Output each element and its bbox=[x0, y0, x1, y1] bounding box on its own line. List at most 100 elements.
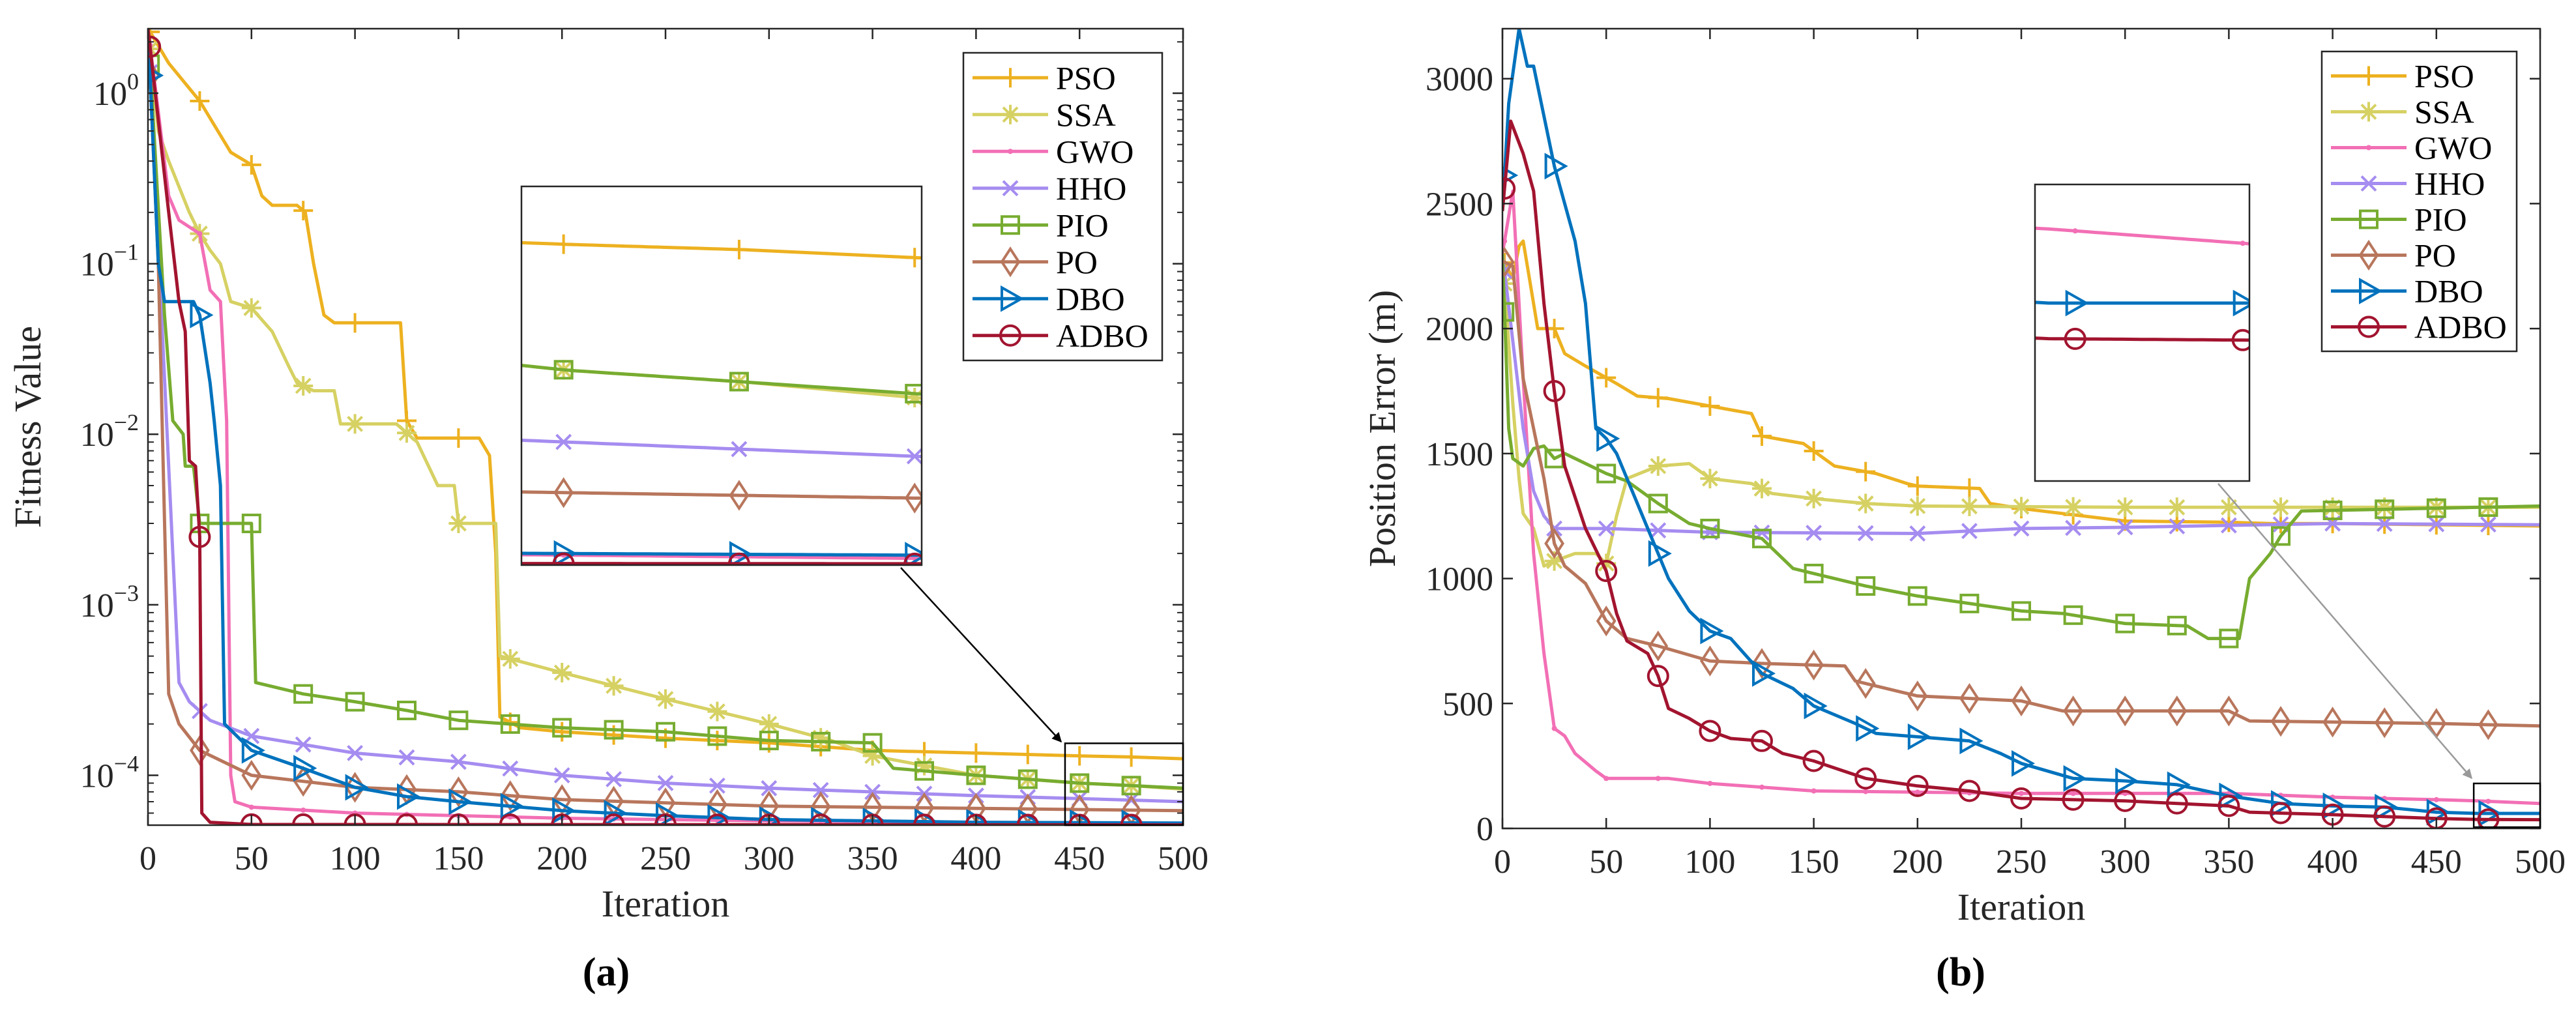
x-tick-label: 300 bbox=[744, 840, 795, 877]
y-tick-exponent: −3 bbox=[114, 580, 139, 606]
series-po-marker bbox=[1648, 630, 1669, 662]
series-pio-marker-shape bbox=[2322, 501, 2343, 521]
series-pio-marker-shape bbox=[2426, 498, 2446, 518]
series-pso-marker-shape bbox=[1648, 388, 1668, 408]
series-gwo-marker bbox=[1863, 789, 1869, 795]
series-ssa-marker-shape bbox=[241, 298, 261, 318]
legend-gwo-entry: GWO bbox=[2331, 130, 2492, 166]
series-ssa-marker bbox=[293, 375, 314, 396]
series-po-marker bbox=[1596, 606, 1617, 637]
chart-a-fitness: 0 50 100 150 200 250 300 350 400 450 50010−410−310… bbox=[7, 27, 1208, 995]
series-gwo-marker-shape bbox=[1759, 784, 1764, 790]
zoom-region-rect bbox=[2472, 782, 2541, 828]
inset-series-dbo-line bbox=[521, 551, 922, 557]
y-tick-label: 500 bbox=[1442, 686, 1493, 723]
series-po-marker bbox=[1804, 649, 1824, 680]
series-pso-marker-shape bbox=[966, 743, 986, 763]
series-gwo-marker bbox=[2070, 791, 2076, 796]
legend-pso-entry: PSO bbox=[2331, 58, 2474, 95]
y-tick-base: 10 bbox=[80, 757, 114, 795]
legend-ssa-marker-shape bbox=[2359, 102, 2378, 122]
series-dbo-marker bbox=[2167, 771, 2191, 798]
inset-series-gwo-marker bbox=[2240, 241, 2246, 246]
series-hho-marker-shape bbox=[1857, 525, 1874, 542]
inset-series-po-line bbox=[521, 490, 922, 500]
series-ssa-marker bbox=[345, 414, 365, 434]
series-hho-marker bbox=[1857, 525, 1874, 542]
series-gwo-marker-shape bbox=[248, 804, 254, 810]
series-pio-marker-shape bbox=[241, 514, 261, 534]
series-hho-marker bbox=[2065, 519, 2082, 536]
series-pso-marker-shape bbox=[1070, 746, 1090, 766]
series-pio-marker bbox=[2219, 628, 2239, 649]
y-tick-label: 1500 bbox=[1426, 436, 1493, 473]
series-pio-marker bbox=[2167, 615, 2187, 635]
series-hho-marker-shape bbox=[606, 771, 622, 787]
inset-series-adbo-marker-shape bbox=[552, 552, 575, 565]
x-tick-label: 400 bbox=[950, 840, 1001, 877]
inset-series-dbo-marker-shape bbox=[905, 542, 922, 565]
series-hho-marker bbox=[761, 780, 778, 796]
series-adbo-marker bbox=[1543, 379, 1566, 402]
legend-dbo-entry: DBO bbox=[973, 280, 1125, 317]
series-dbo-marker-shape bbox=[552, 797, 576, 825]
inset-series-pso-marker bbox=[553, 234, 574, 254]
series-po-line bbox=[148, 29, 1183, 813]
series-dbo-marker bbox=[293, 755, 317, 782]
series-adbo-marker bbox=[1502, 177, 1516, 200]
series-po-marker bbox=[551, 784, 572, 815]
y-tick-base: 10 bbox=[93, 76, 127, 113]
zoom-region-rect bbox=[1064, 742, 1184, 826]
legend-adbo-marker-shape bbox=[2358, 315, 2380, 338]
series-ssa-marker-shape bbox=[2219, 497, 2239, 518]
legend-gwo-marker bbox=[2366, 145, 2371, 151]
series-pio-marker bbox=[2271, 526, 2291, 546]
series-po-marker-shape bbox=[1959, 682, 1980, 714]
inset-series-pio-marker-shape bbox=[729, 372, 749, 392]
series-ssa-marker bbox=[241, 298, 261, 318]
series-adbo-marker-shape bbox=[1958, 780, 1981, 802]
series-adbo-marker-shape bbox=[1595, 560, 1618, 583]
series-pso-marker-shape bbox=[345, 313, 365, 333]
series-pso-marker bbox=[293, 201, 314, 221]
series-adbo-marker bbox=[2270, 802, 2292, 825]
series-dbo-marker-shape bbox=[1596, 425, 1620, 452]
series-po-marker bbox=[1544, 528, 1564, 559]
legend-po-marker-shape bbox=[1000, 246, 1021, 278]
series-po-marker bbox=[448, 776, 469, 808]
series-pso-marker-shape bbox=[1700, 396, 1720, 416]
series-adbo-marker bbox=[2010, 787, 2032, 810]
series-ssa-marker-shape bbox=[552, 662, 572, 682]
series-ssa-marker bbox=[1596, 553, 1617, 574]
series-pso-marker bbox=[1596, 368, 1617, 388]
series-pio-marker-shape bbox=[1017, 769, 1038, 789]
series-pio-marker-shape bbox=[1856, 576, 1876, 596]
y-tick-label: 100 bbox=[93, 68, 139, 113]
series-adbo-marker-shape bbox=[2477, 808, 2500, 828]
series-ssa-marker bbox=[397, 423, 417, 443]
x-tick-label: 100 bbox=[330, 840, 381, 877]
series-dbo-marker bbox=[604, 800, 628, 825]
series-gwo-marker-shape bbox=[1551, 725, 1557, 731]
inset-series-po-marker bbox=[904, 482, 922, 514]
series-pso-marker bbox=[1752, 426, 1772, 446]
legend-adbo-marker-shape bbox=[999, 324, 1021, 347]
series-hho-marker-shape bbox=[2220, 517, 2237, 534]
series-hho-marker bbox=[1598, 520, 1615, 537]
series-group bbox=[1502, 29, 2540, 828]
series-pio-marker bbox=[293, 684, 314, 704]
series-ssa-marker bbox=[1907, 496, 1927, 516]
series-adbo-marker-shape bbox=[148, 35, 162, 58]
series-dbo-marker-shape bbox=[2115, 767, 2139, 795]
series-ssa-marker-shape bbox=[345, 414, 365, 434]
series-ssa-marker-shape bbox=[293, 375, 314, 396]
series-hho-marker bbox=[2116, 519, 2133, 536]
series-po-marker-shape bbox=[1855, 667, 1876, 699]
y-tick-base: 10 bbox=[80, 416, 114, 454]
legend-gwo-marker-shape bbox=[2366, 145, 2371, 151]
series-dbo-marker bbox=[656, 802, 680, 825]
inset-series-adbo-marker bbox=[2231, 328, 2249, 351]
series-adbo-marker-shape bbox=[1854, 767, 1877, 790]
series-pio-marker bbox=[2063, 605, 2083, 625]
series-dbo-marker bbox=[1596, 425, 1620, 452]
